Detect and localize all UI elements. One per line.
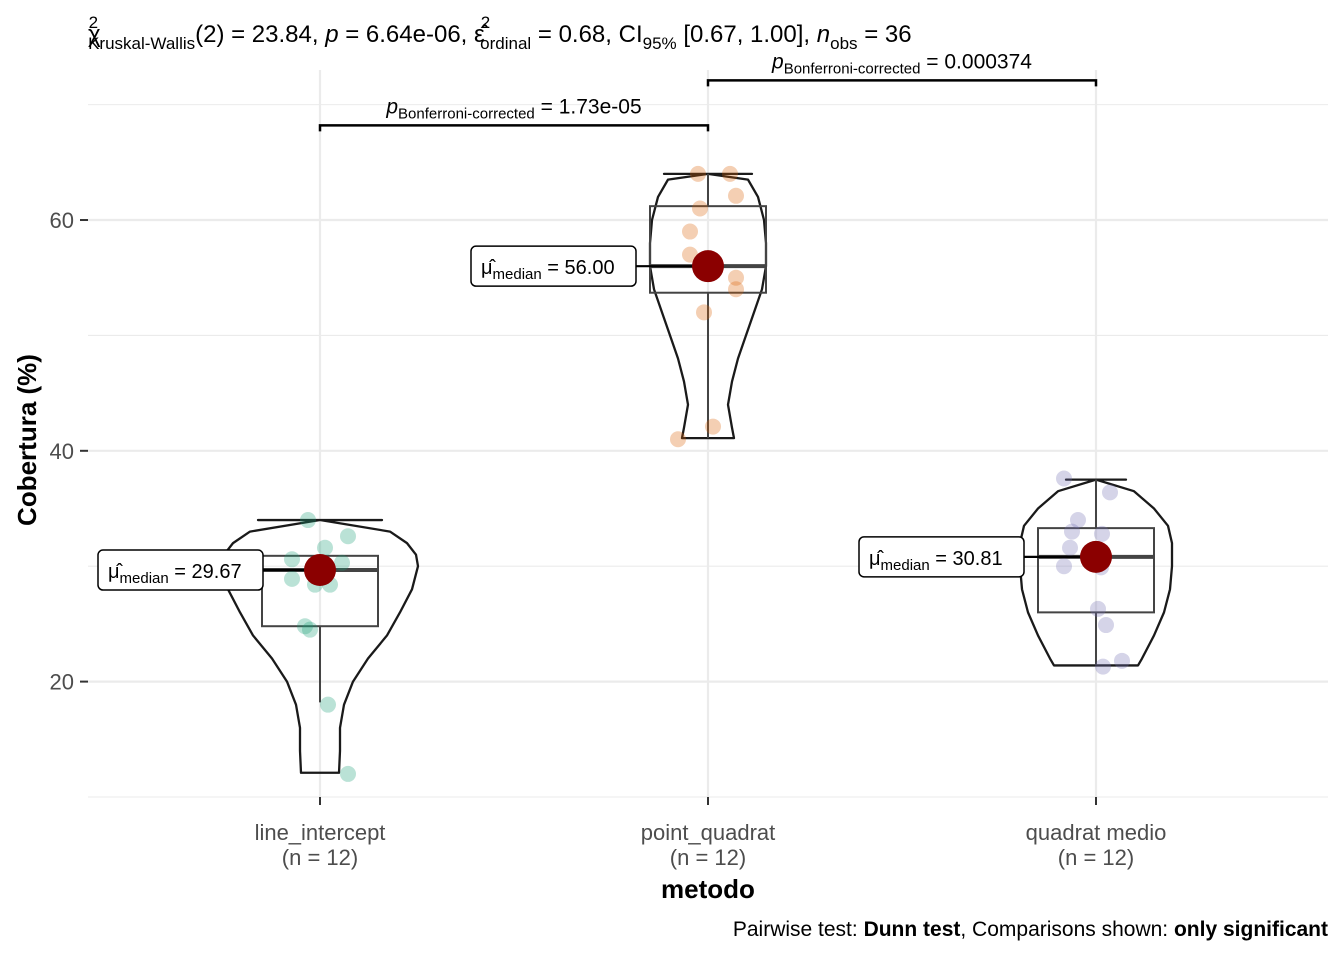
data-point: [317, 539, 333, 556]
data-point: [1094, 525, 1110, 542]
data-point: [1062, 539, 1078, 556]
y-tick-label: 20: [50, 670, 74, 695]
x-tick-label: line_intercept: [255, 820, 386, 845]
box-iqr: [649, 205, 767, 294]
x-axis-label: metodo: [661, 874, 755, 904]
data-point: [302, 621, 318, 638]
y-tick-label: 60: [50, 208, 74, 233]
data-point: [284, 551, 300, 568]
chart-caption: Pairwise test: Dunn test, Comparisons sh…: [733, 918, 1328, 941]
median-label-box: [858, 536, 1025, 578]
median-markers: μ̂median = 29.67μ̂median = 56.00μ̂median…: [97, 245, 1112, 591]
chart-subtitle: χ2 Kruskal-Wallis(2) = 23.84, p = 6.64e-0…: [88, 13, 912, 53]
data-point: [340, 765, 356, 782]
data-point: [728, 281, 744, 298]
data-point: [297, 618, 313, 635]
x-tick-label: point_quadrat: [641, 820, 776, 845]
data-point: [1070, 512, 1086, 529]
data-point: [692, 200, 708, 217]
data-point: [1056, 558, 1072, 575]
data-point: [696, 304, 712, 321]
x-tick-n-label: (n = 12): [282, 845, 358, 870]
data-point: [334, 554, 350, 571]
median-point: [1080, 540, 1112, 573]
data-point: [682, 223, 698, 240]
x-tick-n-label: (n = 12): [670, 845, 746, 870]
data-point: [284, 570, 300, 587]
data-point: [728, 187, 744, 204]
data-point: [722, 165, 738, 182]
box-iqr: [1037, 527, 1155, 614]
median-point: [304, 554, 336, 587]
data-point: [728, 269, 744, 286]
data-point: [340, 528, 356, 545]
data-point: [1095, 658, 1111, 675]
data-point: [1114, 652, 1130, 669]
y-axis-label: Cobertura (%): [12, 354, 42, 526]
comparison-bracket: [706, 79, 1098, 87]
median-label-box: [470, 245, 637, 287]
data-point: [320, 696, 336, 713]
median-label-text: μ̂median = 30.81: [869, 548, 1003, 574]
data-point: [1090, 600, 1106, 617]
data-point: [1056, 470, 1072, 487]
data-point: [1098, 617, 1114, 634]
comparison-label: pBonferroni-corrected = 0.000374: [771, 50, 1032, 77]
data-point: [1064, 523, 1080, 540]
data-point: [670, 431, 686, 448]
violin-line_intercept: [220, 518, 420, 774]
median-label-box: [97, 549, 264, 591]
violin-point_quadrat: [648, 172, 768, 440]
x-tick-label: quadrat medio: [1026, 820, 1167, 845]
x-tick-n-label: (n = 12): [1058, 845, 1134, 870]
pairwise-comparisons: pBonferroni-corrected = 1.73e-05 pBonferr…: [318, 50, 1098, 132]
violins: [220, 172, 1174, 774]
y-tick-label: 40: [50, 439, 74, 464]
comparison-bracket: [318, 124, 710, 132]
comparison-label: pBonferroni-corrected = 1.73e-05: [385, 95, 641, 122]
data-points: [284, 165, 1130, 782]
data-point: [705, 418, 721, 435]
median-point: [692, 250, 724, 283]
data-point: [300, 512, 316, 529]
data-point: [690, 165, 706, 182]
violin-quadrat-medio: [1018, 478, 1174, 667]
data-point: [1102, 484, 1118, 501]
median-label-text: μ̂median = 56.00: [481, 257, 615, 283]
